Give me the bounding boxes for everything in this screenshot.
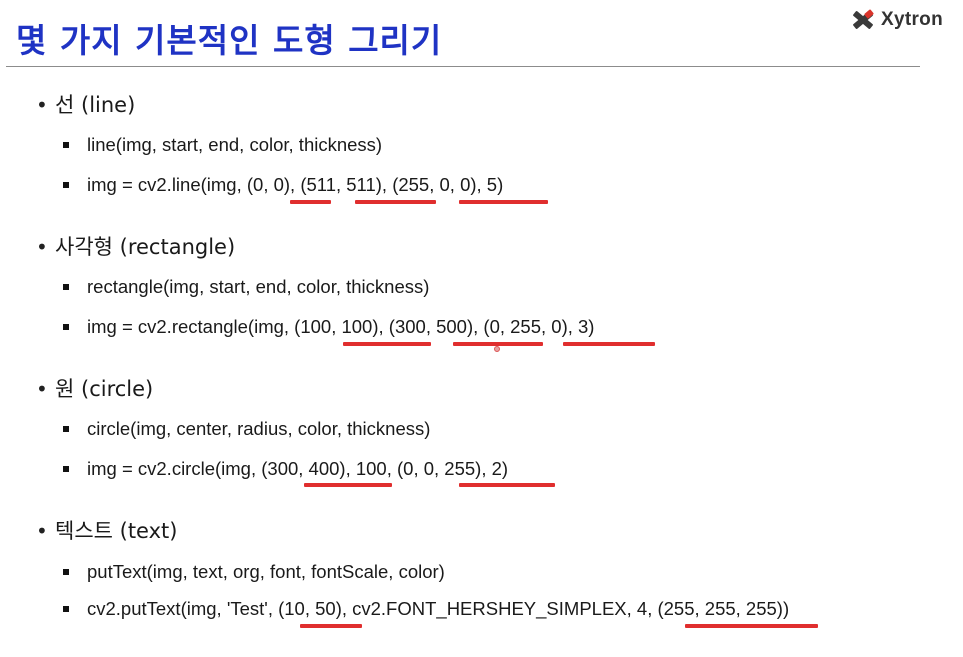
square-bullet (63, 426, 69, 432)
underline-highlight (459, 200, 548, 204)
square-bullet (63, 606, 69, 612)
function-signature: putText(img, text, org, font, fontScale,… (87, 561, 445, 582)
underline-highlight (290, 200, 331, 204)
underline-highlight (563, 342, 655, 346)
square-bullet (63, 324, 69, 330)
function-signature: rectangle(img, start, end, color, thickn… (87, 276, 430, 297)
title-divider (6, 66, 920, 67)
section-heading: 사각형 (rectangle) (55, 235, 236, 259)
underline-highlight (355, 200, 436, 204)
underline-highlight (300, 624, 362, 628)
square-bullet (63, 284, 69, 290)
underline-highlight (343, 342, 431, 346)
square-bullet (63, 142, 69, 148)
square-bullet (63, 569, 69, 575)
code-example: cv2.putText(img, 'Test', (10, 50), cv2.F… (87, 598, 790, 619)
code-example: img = cv2.line(img, (0, 0), (511, 511), … (87, 174, 504, 195)
crossed-tools-icon (853, 9, 874, 29)
brand-name: Xytron (881, 9, 943, 30)
bullet-dot: • (36, 235, 48, 259)
brand-logo: Xytron (850, 8, 943, 32)
underline-highlight (453, 342, 543, 346)
pointer-dot (494, 346, 500, 352)
underline-highlight (685, 624, 818, 628)
underline-highlight (304, 483, 392, 487)
code-example: img = cv2.circle(img, (300, 400), 100, (… (87, 458, 509, 479)
function-signature: circle(img, center, radius, color, thick… (87, 418, 431, 439)
section-heading: 원 (circle) (55, 377, 154, 401)
bullet-dot: • (36, 519, 48, 543)
section-heading: 텍스트 (text) (55, 519, 178, 543)
page-title: 몇 가지 기본적인 도형 그리기 (16, 21, 443, 60)
bullet-dot: • (36, 93, 48, 117)
section-heading: 선 (line) (55, 93, 136, 117)
square-bullet (63, 466, 69, 472)
function-signature: line(img, start, end, color, thickness) (87, 134, 383, 155)
code-example: img = cv2.rectangle(img, (100, 100), (30… (87, 316, 595, 337)
bullet-dot: • (36, 377, 48, 401)
square-bullet (63, 182, 69, 188)
underline-highlight (459, 483, 555, 487)
